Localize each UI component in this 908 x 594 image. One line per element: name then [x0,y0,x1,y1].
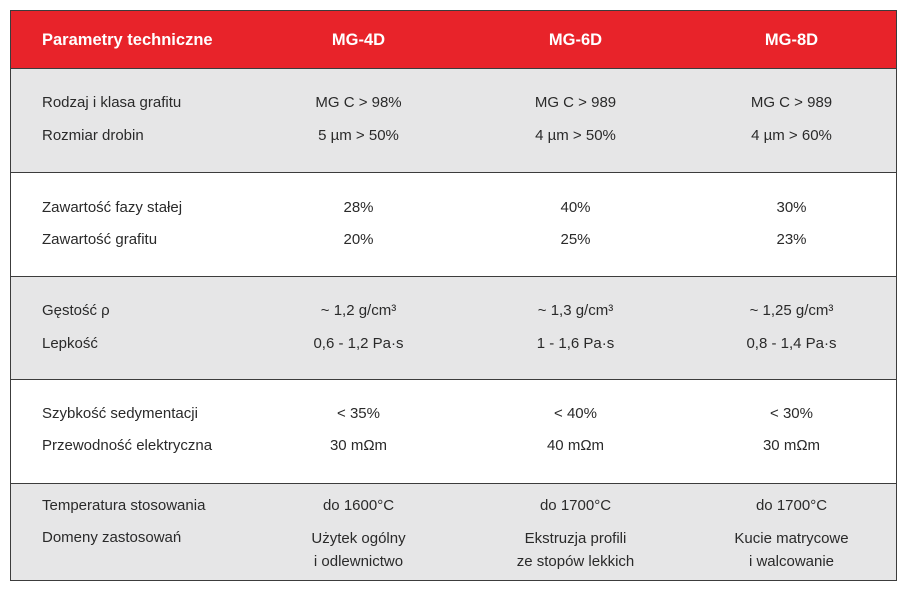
cell-mg-6d: ~ 1,3 g/cm³ [537,302,614,319]
row-label: Rozmiar drobin [42,127,144,144]
cell-mg-8d: 0,8 - 1,4 Pa·s [746,335,837,352]
cell-mg-6d: 40% [560,199,591,216]
row-label: Zawartość grafitu [42,231,158,248]
cell-mg-4d: i odlewnictwo [313,553,404,570]
cell-mg-6d: 4 µm > 50% [535,127,616,144]
cell-mg-6d: < 40% [554,405,597,422]
row-label: Domeny zastosowań [42,529,182,546]
cell-mg-8d: do 1700°C [755,497,828,514]
cell-mg-6d: Ekstruzja profili [524,530,627,547]
cell-mg-4d: ~ 1,2 g/cm³ [320,302,397,319]
row-group-density: Gęstość ρ ~ 1,2 g/cm³ ~ 1,3 g/cm³ ~ 1,25… [11,277,896,380]
header-mg-6d: MG-6D [548,31,603,49]
cell-mg-4d: 30 mΩm [329,437,388,454]
header-mg-8d: MG-8D [764,31,819,49]
cell-mg-4d: < 35% [337,405,380,422]
cell-mg-4d: 5 µm > 50% [318,127,399,144]
row-label: Szybkość sedymentacji [42,405,198,422]
cell-mg-6d: MG C > 989 [534,94,617,111]
cell-mg-6d: do 1700°C [539,497,612,514]
row-group-sedimentation: Szybkość sedymentacji < 35% < 40% < 30% … [11,380,896,484]
row-label: Przewodność elektryczna [42,437,213,454]
cell-mg-8d: ~ 1,25 g/cm³ [749,302,834,319]
cell-mg-8d: 23% [776,231,807,248]
cell-mg-8d: 30% [776,199,807,216]
header-parameters-label: Parametry techniczne [42,31,213,49]
cell-mg-8d: 4 µm > 60% [751,127,832,144]
cell-mg-8d: MG C > 989 [750,94,833,111]
cell-mg-4d: Użytek ogólny [311,530,406,547]
cell-mg-6d: ze stopów lekkich [516,553,635,570]
cell-mg-8d: i walcowanie [748,553,835,570]
row-group-application: Temperatura stosowania do 1600°C do 1700… [11,484,896,580]
header-mg-4d: MG-4D [331,31,386,49]
cell-mg-6d: 25% [560,231,591,248]
cell-mg-6d: 1 - 1,6 Pa·s [536,335,615,352]
row-label: Rodzaj i klasa grafitu [42,94,182,111]
row-label: Gęstość ρ [42,302,110,319]
row-group-graphite: Rodzaj i klasa grafitu MG C > 98% MG C >… [11,69,896,173]
table-header: Parametry techniczne MG-4D MG-6D MG-8D [11,11,896,69]
technical-parameters-table: Parametry techniczne MG-4D MG-6D MG-8D R… [10,10,897,581]
cell-mg-4d: 20% [343,231,374,248]
cell-mg-4d: 0,6 - 1,2 Pa·s [313,335,404,352]
cell-mg-4d: 28% [343,199,374,216]
row-label: Zawartość fazy stałej [42,199,183,216]
cell-mg-4d: do 1600°C [322,497,395,514]
row-label: Temperatura stosowania [42,497,206,514]
cell-mg-8d: < 30% [770,405,813,422]
cell-mg-8d: 30 mΩm [762,437,821,454]
cell-mg-8d: Kucie matrycowe [734,530,849,547]
row-label: Lepkość [42,335,98,352]
cell-mg-4d: MG C > 98% [315,94,402,111]
cell-mg-6d: 40 mΩm [546,437,605,454]
row-group-content: Zawartość fazy stałej 28% 40% 30% Zawart… [11,173,896,277]
